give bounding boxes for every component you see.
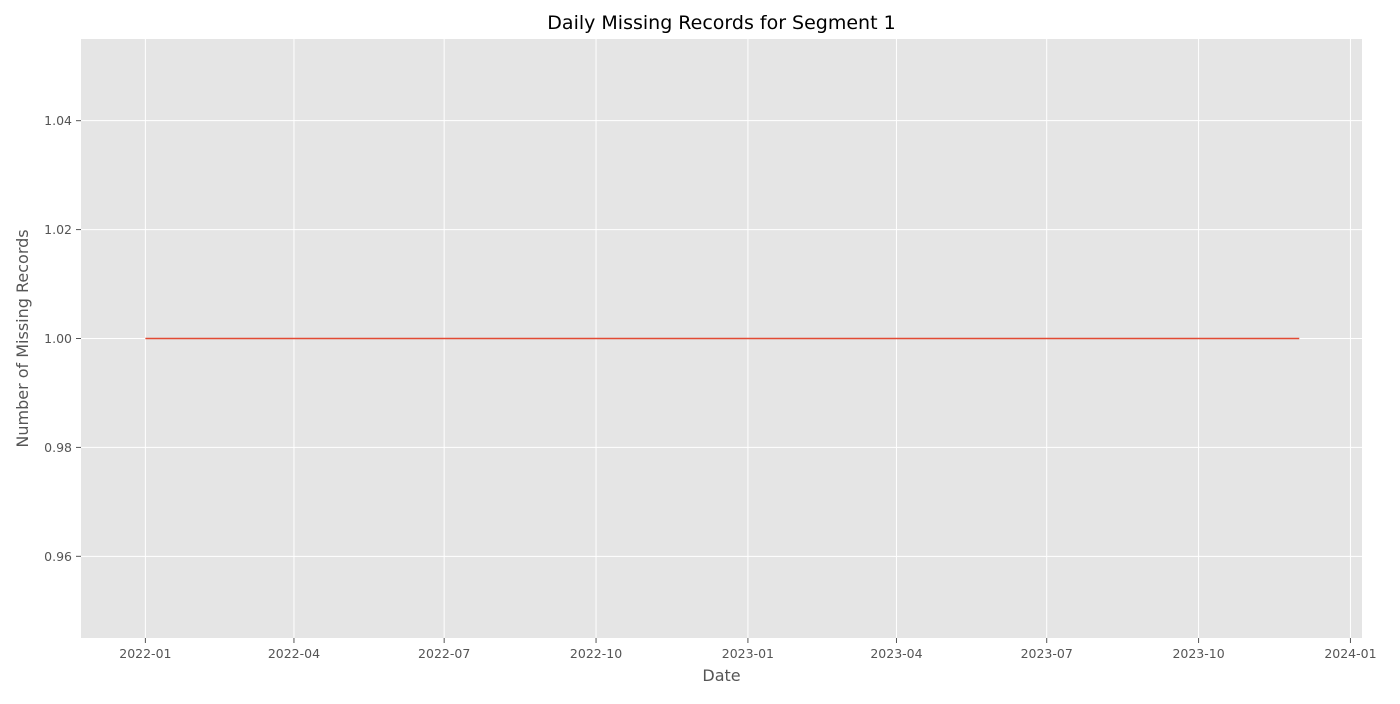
x-tick-label: 2022-07 <box>418 646 470 661</box>
y-tick-label: 0.98 <box>44 440 72 455</box>
x-tick-label: 2023-07 <box>1021 646 1073 661</box>
x-tick-label: 2024-01 <box>1324 646 1376 661</box>
x-tick-label: 2022-04 <box>268 646 320 661</box>
x-tick-label: 2022-10 <box>570 646 622 661</box>
chart-title: Daily Missing Records for Segment 1 <box>547 12 895 34</box>
x-tick-label: 2022-01 <box>119 646 171 661</box>
y-tick-label: 1.00 <box>44 331 72 346</box>
x-tick-label: 2023-01 <box>722 646 774 661</box>
y-tick-label: 1.04 <box>44 113 72 128</box>
y-tick-label: 0.96 <box>44 549 72 564</box>
y-tick-label: 1.02 <box>44 222 72 237</box>
x-axis: 2022-01 2022-04 2022-07 2022-10 2023-01 2023-… <box>119 638 1377 661</box>
x-axis-label: Date <box>702 666 740 685</box>
x-tick-label: 2023-04 <box>870 646 922 661</box>
y-axis: 0.96 0.98 1.00 1.02 1.04 <box>44 113 81 564</box>
y-axis-label: Number of Missing Records <box>13 229 32 447</box>
x-tick-label: 2023-10 <box>1172 646 1224 661</box>
